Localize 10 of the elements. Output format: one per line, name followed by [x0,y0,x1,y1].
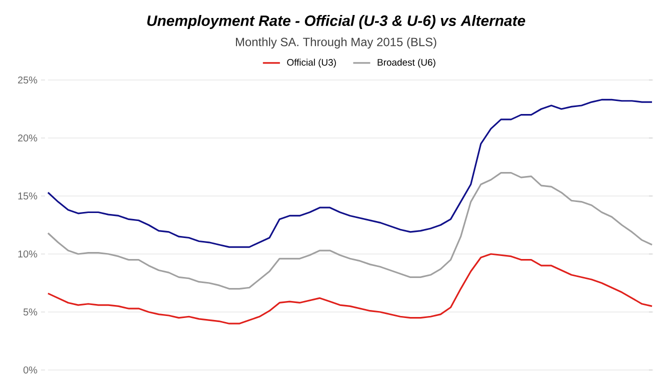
y-tick-label: 15% [18,192,38,200]
legend-label: Broadest (U6) [378,58,436,68]
y-tick-label: 0% [23,366,38,374]
y-tick-label: 20% [18,134,38,142]
legend-label: Official (U3) [287,58,336,68]
y-tick-label: 25% [18,76,38,84]
chart-title: Unemployment Rate - Official (U-3 & U-6) vs Alternate [147,15,526,29]
y-tick-label: 5% [23,308,38,316]
y-tick-label: 10% [18,250,38,258]
chart-subtitle: Monthly SA. Through May 2015 (BLS) [236,37,436,49]
